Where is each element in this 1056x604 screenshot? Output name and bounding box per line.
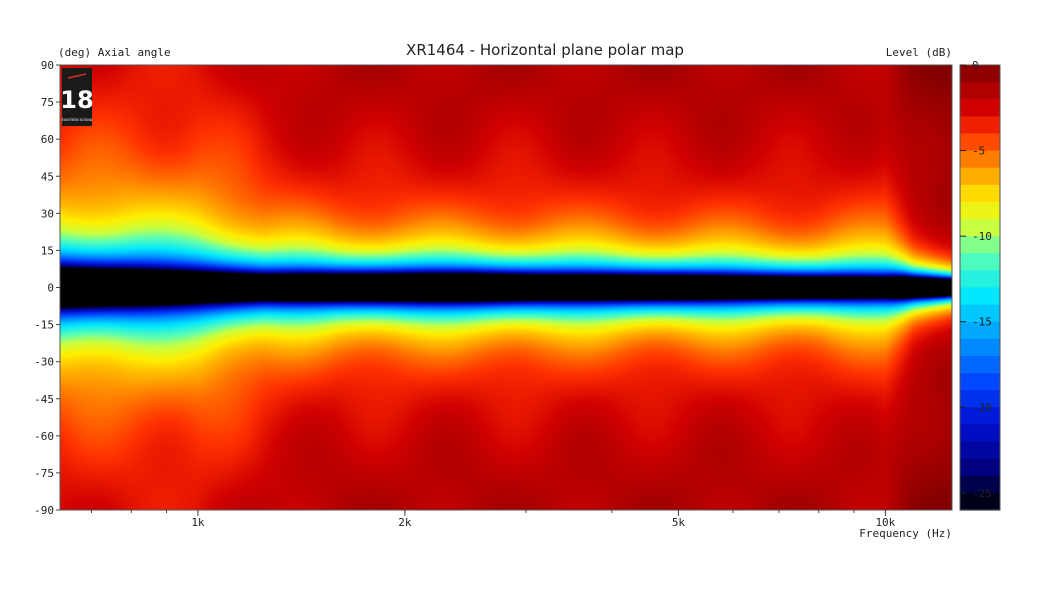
colorbar-bands [960, 65, 1000, 511]
colorbar-band [960, 236, 1000, 254]
x-tick-label: 2k [398, 516, 412, 529]
colorbar-band [960, 270, 1000, 289]
colorbar-band [960, 150, 1000, 169]
logo-subtext: EIGHTEEN SOUND [62, 118, 93, 122]
y-axis-ticks: 90 75 60 45 30 15 0 -15 -30 -45 -60 -75 -90 [34, 59, 60, 517]
colorbar-frame [959, 64, 1001, 511]
colorbar-tick-label: 0 [972, 59, 979, 72]
colorbar-band [960, 219, 1000, 237]
brand-logo: 18 EIGHTEEN SOUND [60, 68, 94, 126]
y-tick-label: 90 [41, 59, 54, 72]
x-tick-label: 10k [875, 516, 895, 529]
logo-background [62, 68, 92, 126]
colorbar-band [960, 390, 1000, 408]
y-tick-label: -30 [34, 356, 54, 369]
y-tick-label: 0 [47, 282, 54, 295]
colorbar-tick-label: -10 [972, 230, 992, 243]
heatmap-image [60, 65, 952, 510]
colorbar-tick-label: -15 [972, 316, 992, 329]
colorbar-band [960, 99, 1000, 117]
colorbar-band [960, 321, 1000, 340]
y-tick-label: -90 [34, 504, 54, 517]
colorbar-tick-label: -5 [972, 145, 985, 158]
chart-title: XR1464 - Horizontal plane polar map [406, 41, 684, 59]
y-tick-label: 60 [41, 133, 54, 146]
colorbar-band [960, 407, 1000, 426]
y-tick-label: 45 [41, 170, 54, 183]
y-tick-label: -60 [34, 430, 54, 443]
y-tick-label: -75 [34, 467, 54, 480]
y-axis-label: (deg) Axial angle [58, 46, 171, 59]
x-tick-label: 1k [191, 516, 205, 529]
colorbar-band [960, 373, 1000, 391]
colorbar-band [960, 253, 1000, 271]
colorbar-band [960, 82, 1000, 100]
x-tick-label: 5k [672, 516, 686, 529]
colorbar-band [960, 133, 1000, 152]
colorbar-tick-label: -25 [972, 487, 992, 500]
colorbar-band [960, 304, 1000, 323]
colorbar-label: Level (dB) [886, 46, 952, 59]
colorbar-band [960, 458, 1000, 477]
colorbar-band [960, 424, 1000, 443]
colorbar: 0 -5 -10 -15 -20 -25 [959, 59, 1001, 511]
y-tick-label: -45 [34, 393, 54, 406]
colorbar-band [960, 492, 1000, 511]
colorbar-band [960, 475, 1000, 494]
colorbar-band [960, 287, 1000, 306]
logo-number: 18 [60, 86, 93, 114]
colorbar-band [960, 65, 1000, 83]
colorbar-band [960, 167, 1000, 186]
colorbar-band [960, 338, 1000, 357]
y-tick-label: 15 [41, 244, 54, 257]
y-tick-label: -15 [34, 319, 54, 332]
colorbar-band [960, 441, 1000, 460]
colorbar-ticks: 0 -5 -10 -15 -20 -25 [960, 59, 992, 500]
plot-area [59, 64, 953, 511]
colorbar-band [960, 184, 1000, 203]
y-tick-label: 30 [41, 207, 54, 220]
colorbar-tick-label: -20 [972, 401, 992, 414]
x-axis-label: Frequency (Hz) [859, 527, 952, 540]
colorbar-band [960, 355, 1000, 374]
y-tick-label: 75 [41, 96, 54, 109]
x-axis-ticks: 1k 2k 5k 10k [90, 510, 896, 529]
logo-pen-mark [67, 73, 87, 79]
colorbar-band [960, 116, 1000, 135]
colorbar-band [960, 201, 1000, 220]
